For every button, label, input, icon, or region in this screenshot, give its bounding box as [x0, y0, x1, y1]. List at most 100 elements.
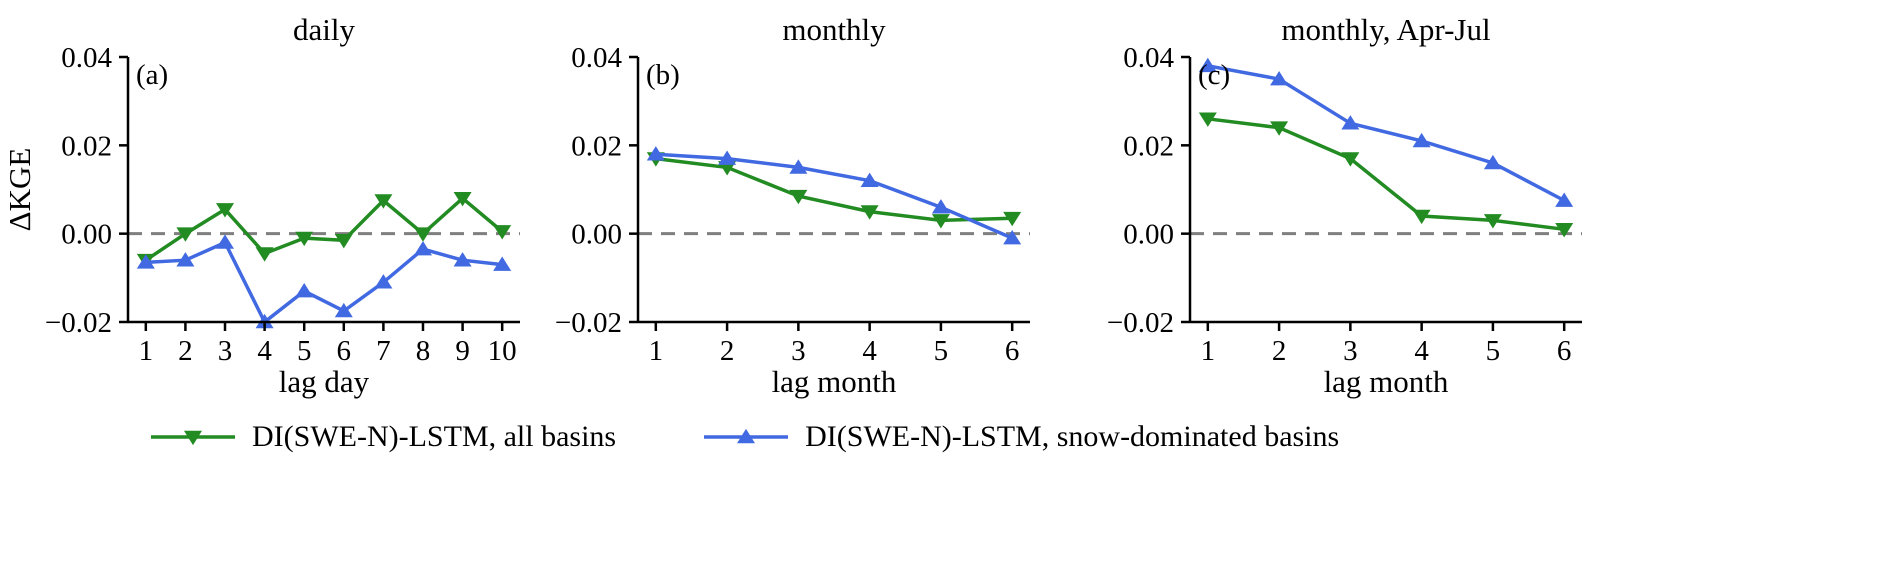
data-point-marker [1198, 112, 1217, 127]
chart-panel-a: −0.02 0.00 0.02 0.04 1 2 3 4 5 6 7 8 9 10 daily (a) lag … [0, 0, 620, 405]
legend-label-snow-dominated-basins: DI(SWE-N)-LSTM, snow-dominated basins [805, 420, 1340, 453]
y-tick-label: 0.00 [571, 219, 622, 251]
panel-title: monthly [782, 12, 886, 47]
y-tick-label: 0.04 [61, 42, 112, 74]
x-axis-label: lag month [772, 364, 897, 399]
panel-letter-label: (c) [1198, 59, 1230, 91]
x-tick-label: 5 [297, 335, 312, 367]
data-point-marker [453, 252, 472, 267]
x-tick-label: 4 [257, 335, 272, 367]
x-tick-label: 4 [862, 335, 877, 367]
panel-plot-svg: −0.02 0.00 0.02 0.04 1 2 3 4 5 6 7 8 9 10 daily (a) lag … [2, 12, 520, 399]
series-line-1 [145, 240, 503, 325]
data-point-marker [860, 172, 879, 187]
data-point-marker [789, 159, 808, 174]
y-tick-label: 0.02 [61, 130, 112, 162]
data-point-marker [718, 150, 737, 165]
data-point-marker [334, 233, 353, 249]
data-point-marker [1270, 70, 1289, 86]
x-tick-label: 8 [416, 335, 431, 367]
y-tick-label: 0.00 [1123, 219, 1174, 251]
series-line-0 [655, 156, 1013, 223]
x-tick-label: 2 [720, 335, 735, 367]
x-axis-label: lag day [279, 364, 370, 399]
series-line-1 [1207, 64, 1566, 203]
legend-label-all-basins: DI(SWE-N)-LSTM, all basins [252, 420, 617, 453]
series-markers-0 [136, 192, 512, 269]
x-tick-label: 6 [337, 335, 352, 367]
x-tick-label: 10 [488, 335, 517, 367]
data-point-marker [931, 199, 950, 214]
x-tick-label: 9 [455, 335, 470, 367]
y-tick-label: 0.04 [571, 42, 622, 74]
series-markers-1 [136, 234, 512, 329]
x-tick-label: 5 [934, 335, 949, 367]
x-tick-label: 1 [1201, 335, 1216, 367]
x-tick-label: 1 [139, 335, 154, 367]
legend-marker-svg [151, 430, 235, 446]
data-point-marker [374, 274, 393, 289]
y-tick-label: 0.04 [1123, 42, 1174, 74]
data-point-marker [493, 225, 512, 240]
chart-panel-c: −0.02 0.00 0.02 0.04 1 2 3 4 5 6 monthly, Apr-Jul (… [1062, 0, 1682, 405]
panel-letter-label: (a) [136, 59, 168, 91]
y-tick-label: −0.02 [1107, 307, 1174, 339]
y-axis-label: ΔKGE [2, 148, 37, 232]
data-point-marker [789, 189, 808, 205]
panel-title: monthly, Apr-Jul [1281, 12, 1490, 47]
data-point-marker [176, 252, 195, 267]
legend-marker-triangle-down-icon [148, 423, 238, 451]
x-tick-label: 6 [1557, 335, 1572, 367]
x-tick-label: 4 [1414, 335, 1429, 367]
y-tick-label: 0.02 [571, 130, 622, 162]
data-point-marker [1483, 154, 1502, 170]
x-tick-label: 3 [1343, 335, 1358, 367]
series-line-0 [1207, 117, 1565, 232]
data-point-marker [1412, 209, 1431, 225]
x-tick-label: 3 [791, 335, 806, 367]
panel-letter-label: (b) [646, 59, 680, 91]
data-point-marker [1555, 192, 1574, 207]
series-markers-0 [1198, 112, 1574, 238]
data-point-marker [1270, 121, 1289, 136]
data-point-marker [216, 203, 235, 218]
data-point-marker [413, 227, 432, 242]
data-point-marker [176, 227, 195, 242]
x-tick-label: 5 [1486, 335, 1501, 367]
data-point-marker [334, 302, 353, 318]
data-point-marker [216, 234, 235, 249]
series-line-1 [655, 152, 1013, 240]
data-point-marker [374, 194, 393, 209]
y-tick-label: −0.02 [555, 307, 622, 339]
data-point-marker [1341, 115, 1360, 130]
data-point-marker [1003, 211, 1022, 227]
legend-marker-svg [704, 428, 789, 444]
x-tick-label: 2 [1272, 335, 1287, 367]
legend: DI(SWE-N)-LSTM, all basins DI(SWE-N)-LST… [148, 420, 1339, 454]
data-point-marker [1198, 57, 1217, 73]
data-point-marker [493, 256, 512, 271]
y-tick-label: 0.02 [1123, 130, 1174, 162]
data-point-marker [931, 214, 950, 229]
series-markers-1 [646, 146, 1022, 245]
panel-title: daily [293, 12, 355, 47]
panel-plot-svg: −0.02 0.00 0.02 0.04 1 2 3 4 5 6 monthly, Apr-Jul (… [1107, 12, 1582, 399]
chart-panel-b: −0.02 0.00 0.02 0.04 1 2 3 4 5 6 monthly (b) lag mon… [510, 0, 1130, 405]
data-point-marker [1555, 222, 1574, 238]
legend-entry-snow-dominated-basins: DI(SWE-N)-LSTM, snow-dominated basins [701, 420, 1339, 454]
x-tick-label: 6 [1005, 335, 1020, 367]
data-point-marker [1483, 214, 1502, 229]
legend-entry-all-basins: DI(SWE-N)-LSTM, all basins [148, 420, 616, 454]
data-point-marker [646, 146, 665, 161]
data-point-marker [453, 192, 472, 207]
x-tick-label: 2 [178, 335, 193, 367]
data-point-marker [1341, 152, 1360, 167]
x-axis-label: lag month [1324, 364, 1449, 399]
y-tick-label: 0.00 [61, 219, 112, 251]
data-point-marker [1412, 132, 1431, 148]
data-point-marker [413, 241, 432, 256]
y-tick-label: −0.02 [45, 307, 112, 339]
x-tick-label: 7 [376, 335, 391, 367]
x-tick-label: 1 [649, 335, 664, 367]
